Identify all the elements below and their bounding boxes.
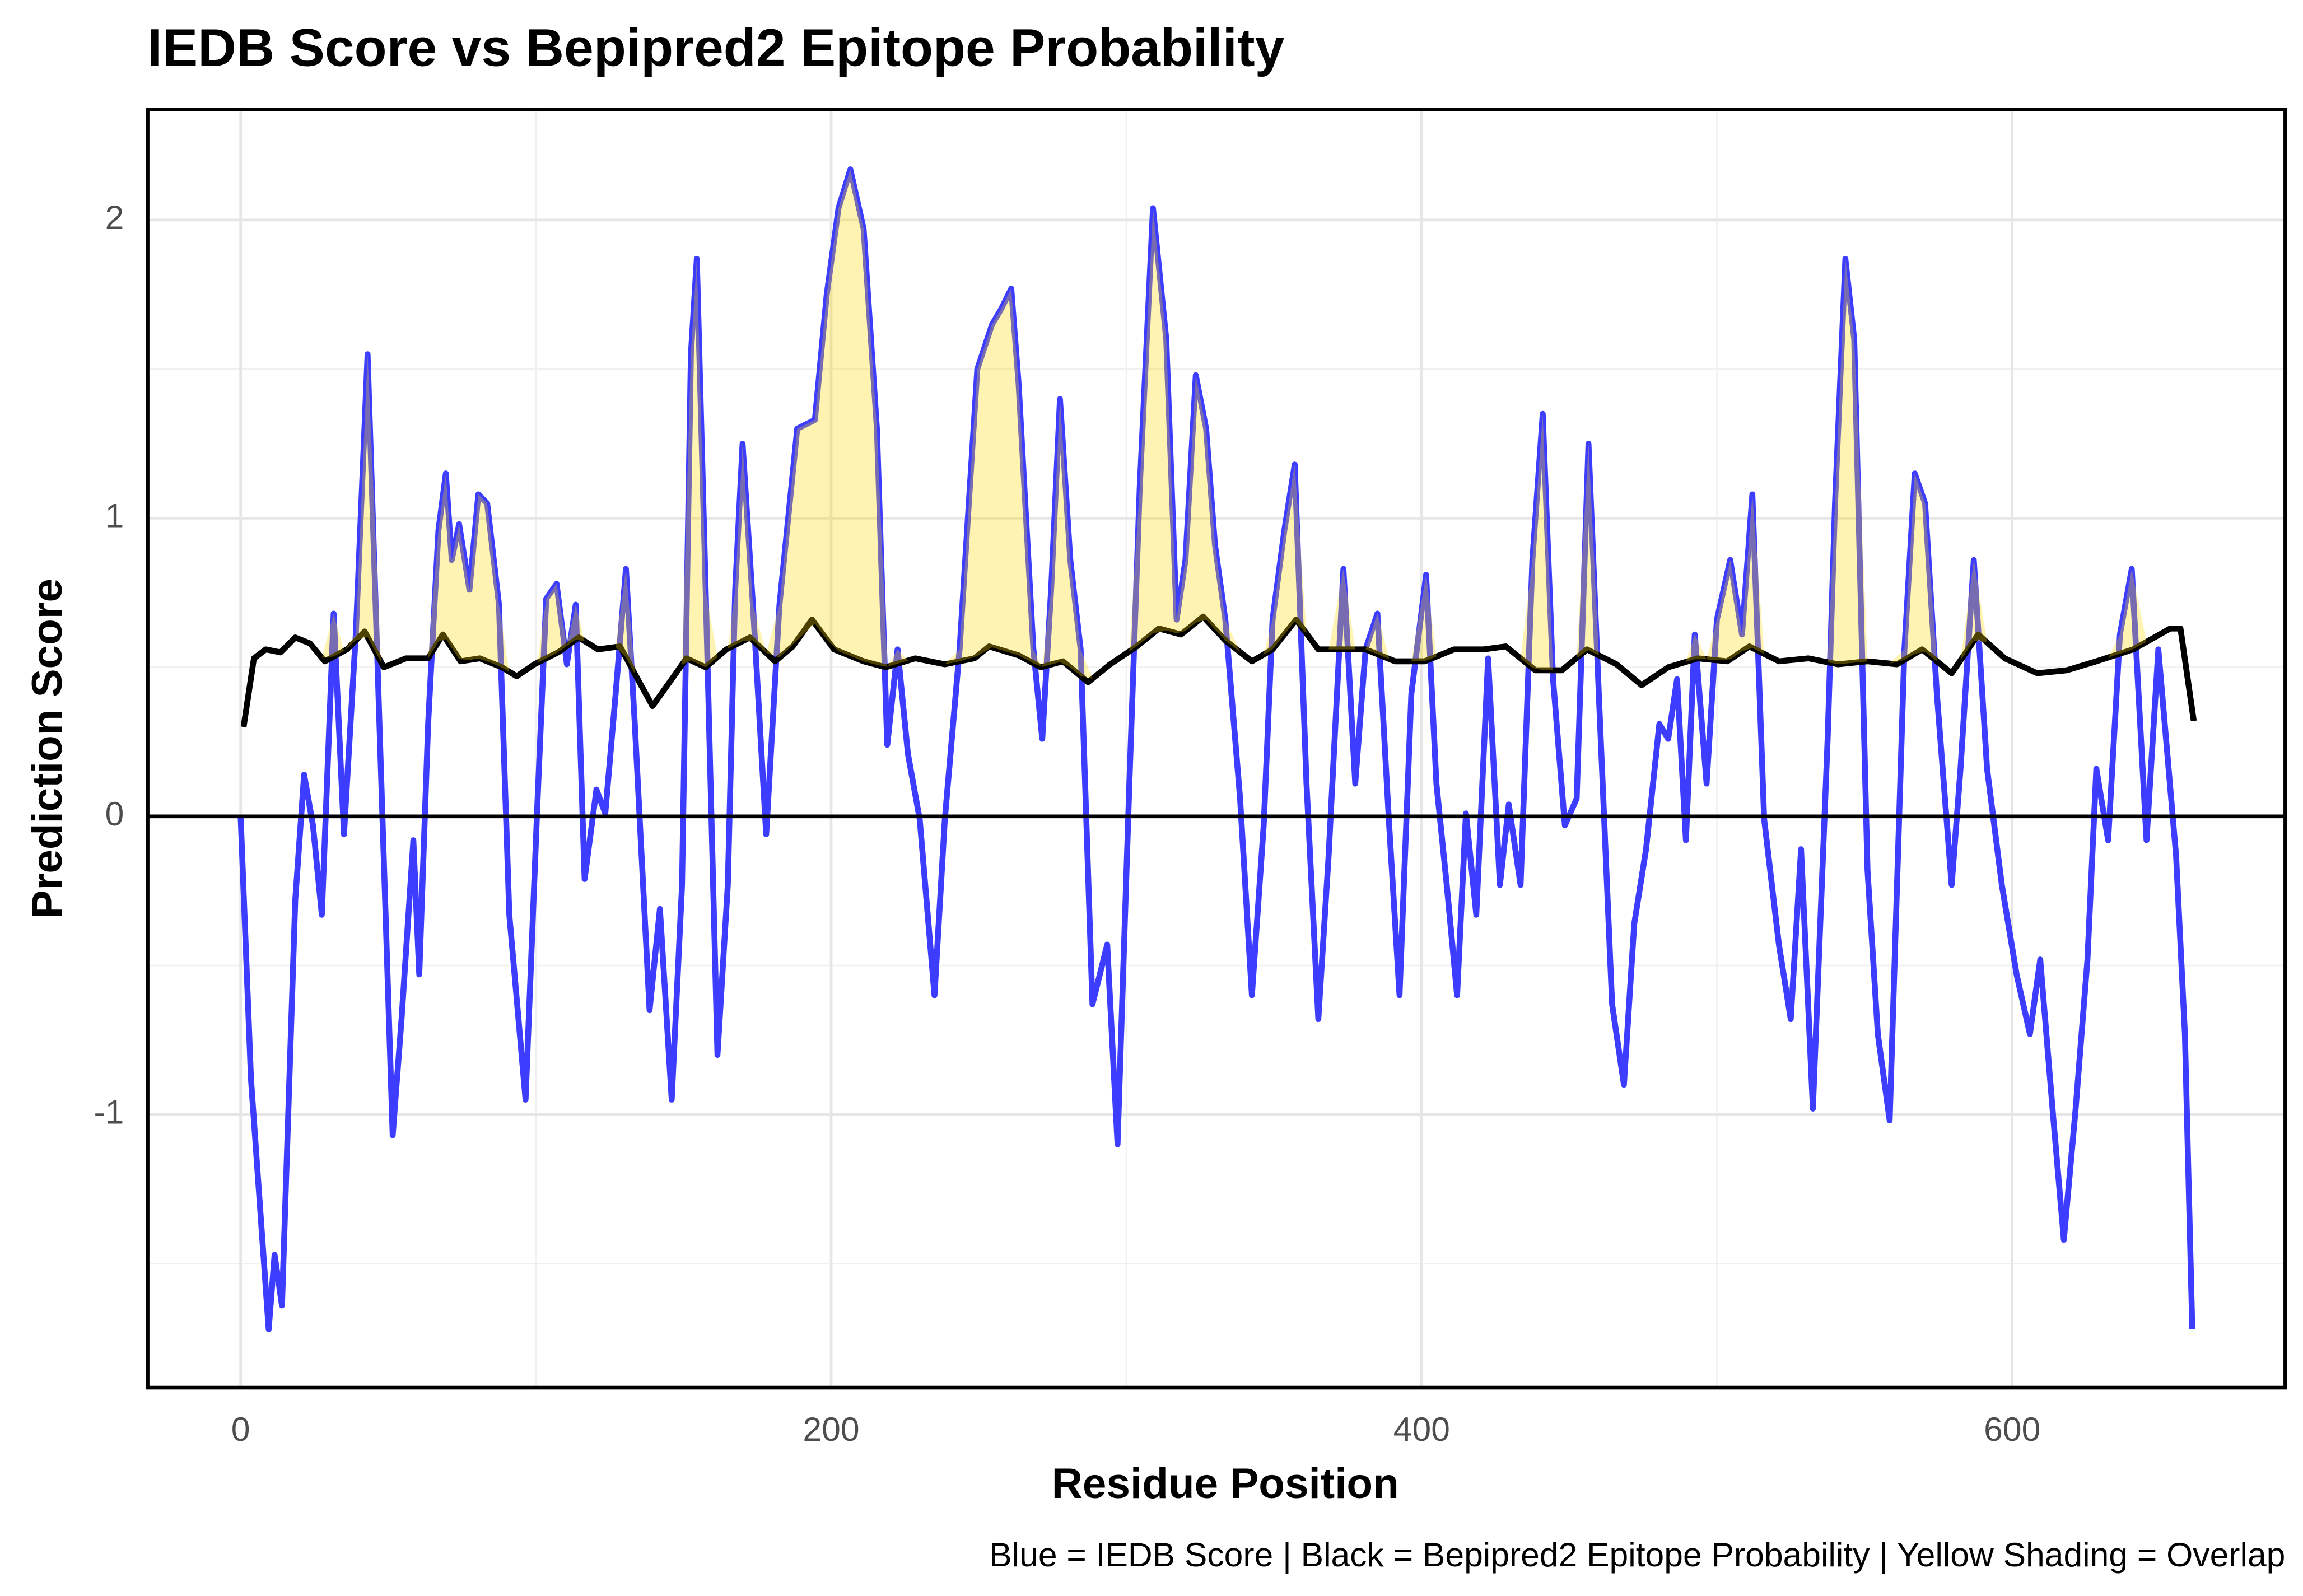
x-tick-label: 400 bbox=[1393, 1410, 1450, 1448]
overlap-shading bbox=[251, 169, 2193, 711]
y-tick-label: 2 bbox=[105, 198, 124, 236]
x-tick-label: 0 bbox=[231, 1410, 250, 1448]
x-axis-label: Residue Position bbox=[1052, 1460, 1399, 1508]
y-tick-label: -1 bbox=[94, 1093, 124, 1131]
y-tick-label: 1 bbox=[105, 496, 124, 534]
series-line bbox=[240, 613, 2197, 727]
x-tick-label: 200 bbox=[803, 1410, 859, 1448]
caption: Blue = IEDB Score | Black = Bepipred2 Ep… bbox=[989, 1536, 2285, 1574]
chart-title: IEDB Score vs Bepipred2 Epitope Probabil… bbox=[148, 18, 1285, 78]
y-tick-label: 0 bbox=[105, 795, 124, 833]
plot-frame bbox=[146, 108, 2287, 1390]
y-axis-label: Prediction Score bbox=[24, 578, 71, 918]
x-tick-label: 600 bbox=[1984, 1410, 2040, 1448]
series-line bbox=[237, 166, 2195, 1332]
